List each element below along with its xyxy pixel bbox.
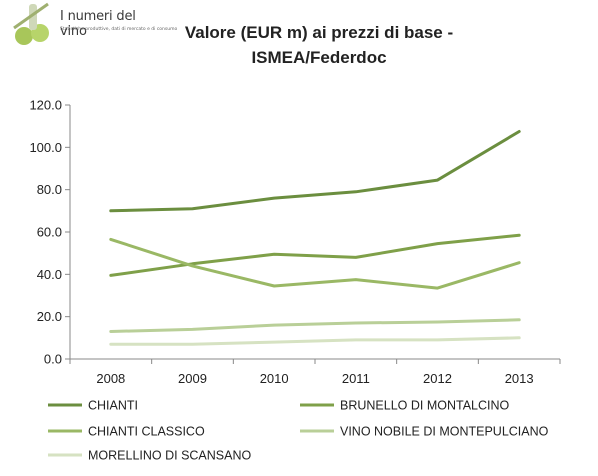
- chart-title-line-2: ISMEA/Federdoc: [251, 48, 387, 67]
- logo-subtitle: Statistiche produttive, dati di mercato …: [60, 27, 178, 32]
- chart-axes: 0.0 20.0 40.0 60.0 80.0 100.0 120.0 2008 2009 20…: [29, 98, 561, 386]
- legend-label: CHIANTI CLASSICO: [88, 425, 205, 439]
- legend: CHIANTI BRUNELLO DI MONTALCINO CHIANTI CLA…: [48, 399, 549, 463]
- legend-label: BRUNELLO DI MONTALCINO: [340, 399, 510, 413]
- x-tick-label: 2009: [178, 371, 207, 386]
- legend-label: MORELLINO DI SCANSANO: [88, 449, 252, 463]
- y-tick-label: 100.0: [29, 140, 62, 155]
- x-tick-label: 2008: [96, 371, 125, 386]
- y-tick-label: 60.0: [37, 225, 62, 240]
- y-tick-label: 120.0: [29, 98, 62, 113]
- series-line-chianti: [109, 130, 521, 213]
- series-line-brunello-di-montalcino: [109, 233, 521, 277]
- logo-grape-1-icon: [15, 27, 33, 45]
- x-tick-label: 2010: [260, 371, 289, 386]
- x-tick-label: 2013: [505, 371, 534, 386]
- y-tick-label: 80.0: [37, 182, 62, 197]
- logo-glass-icon: [29, 4, 37, 30]
- series-line-morellino-di-scansano: [109, 336, 521, 346]
- legend-label: VINO NOBILE DI MONTEPULCIANO: [340, 425, 549, 439]
- y-tick-label: 0.0: [44, 352, 62, 367]
- y-tick-label: 20.0: [37, 309, 62, 324]
- x-tick-label: 2011: [342, 371, 370, 386]
- legend-label: CHIANTI: [88, 399, 138, 413]
- logo-title: I numeri del vino: [60, 9, 136, 39]
- logo-percent-slash-icon: [13, 2, 49, 30]
- logo-graphic: [13, 2, 49, 45]
- logo: I numeri del vino Statistiche produttive…: [0, 0, 177, 48]
- y-tick-label: 40.0: [37, 267, 62, 282]
- x-tick-label: 2012: [423, 371, 452, 386]
- chart-title-line-1: Valore (EUR m) ai prezzi di base -: [184, 23, 454, 42]
- series-line-chianti-classico: [109, 237, 521, 290]
- chart-title: Valore (EUR m) ai prezzi di base - ISMEA…: [0, 20, 598, 70]
- series-line-vino-nobile-di-montepulciano: [109, 318, 521, 333]
